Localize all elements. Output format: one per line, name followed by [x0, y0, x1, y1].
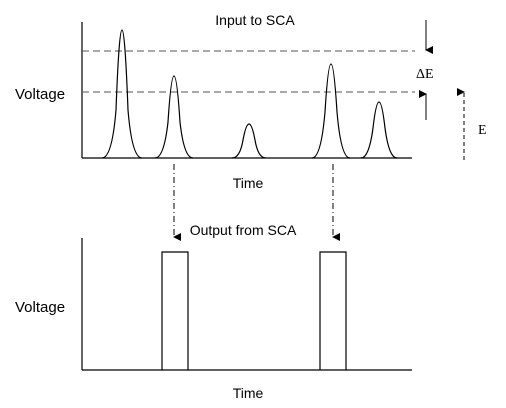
output-title: Output from SCA: [190, 222, 297, 238]
output-pulse-2: [319, 251, 347, 370]
delta-e-label: ΔE: [416, 67, 434, 82]
input-pulse-3: [231, 123, 267, 159]
threshold-label: E: [478, 123, 487, 138]
input-title: Input to SCA: [215, 12, 295, 28]
input-ylabel: Voltage: [15, 86, 65, 103]
output-pulse-1: [161, 251, 189, 370]
output-xlabel: Time: [233, 385, 264, 401]
output-ylabel: Voltage: [15, 299, 65, 316]
input-xlabel: Time: [233, 175, 264, 191]
input-pulse-1: [101, 29, 143, 159]
input-pulse-2: [154, 75, 194, 159]
input-panel: Input to SCA Voltage Time ΔE E: [15, 12, 487, 191]
input-pulse-4: [311, 63, 351, 159]
output-panel: Output from SCA Voltage Time: [15, 222, 412, 401]
input-pulse-5: [360, 101, 398, 159]
